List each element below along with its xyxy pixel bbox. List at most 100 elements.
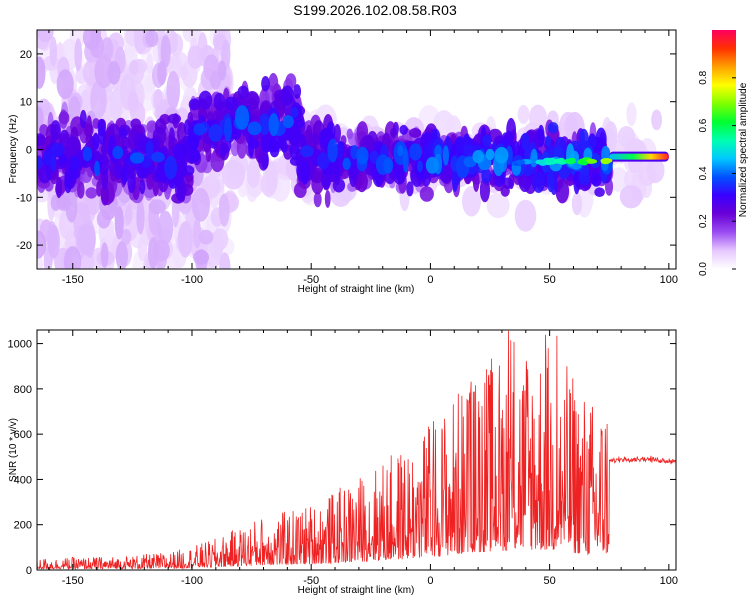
spectrogram-cell [101,143,107,157]
spectrogram-cell [283,124,293,141]
spectrogram-cell [63,246,82,269]
x-tick-label: 0 [427,575,433,587]
spectrogram-peak-spot [515,159,526,165]
spectrogram-cell [472,150,485,164]
spectrogram-cell [47,224,60,259]
spectrogram-cell [280,140,288,153]
spectrogram-cell [218,193,230,227]
spectrogram-cell [160,34,171,68]
spectrogram-cell [546,169,555,193]
x-tick-label: -150 [62,274,84,286]
spectrogram-cell [164,155,178,180]
spectrogram-cell [482,134,492,146]
spectrogram-cell [56,69,74,100]
spectrogram-cell [409,143,422,161]
x-tick-label: 50 [544,274,556,286]
spectrogram-cell [136,199,145,235]
spectrogram-cell [167,113,181,124]
spectrogram-cell [336,140,344,160]
spectrogram-cell [544,135,552,147]
x-tick-label: 100 [660,575,678,587]
y-tick-label: 20 [20,49,32,61]
spectrogram-cell [50,120,61,141]
spectrogram-cell [224,117,232,142]
spectrogram-cell [328,159,335,176]
spectrogram-cell [192,218,202,249]
snr-frame [36,329,677,571]
spectrogram-cell [55,176,63,199]
spectrogram-cell [537,124,545,147]
spectrogram-cell [409,128,422,138]
spectrogram-cell [74,38,82,72]
spectrogram-cell [64,173,72,194]
spectrogram-cell [505,145,513,165]
spectrogram-cell [555,179,570,204]
spectrogram-cell [247,121,262,136]
spectrogram-cell [121,228,132,245]
spectrogram-cell [334,155,340,181]
spectrogram-cell [300,161,310,185]
spectrogram-peak-spot [554,158,563,164]
x-tick-label: -150 [62,575,84,587]
spectrogram-cell [191,187,210,222]
spectrogram-cell [268,134,282,152]
x-tick-label: -50 [303,274,319,286]
colorbar-gradient [712,30,736,269]
x-tick-label: -50 [303,575,319,587]
x-tick-label: -100 [181,575,203,587]
spectrogram-cell [406,181,414,197]
spectrogram-peak-line [609,153,669,160]
spectrogram-cell [188,148,201,163]
spectrogram-cell [121,136,131,150]
spectrogram-cell [626,102,637,127]
spectrogram-cell [530,148,538,164]
spectrogram-cell [261,117,270,134]
colorbar-tick-label: 0.0 [698,262,709,276]
spectrogram-heatmap [37,30,669,269]
spectrogram-cell [265,161,278,195]
spectrogram-cell [119,128,128,139]
spectrogram-cell [485,148,495,161]
spectrogram-cell [532,171,546,194]
x-tick-label: 100 [660,274,678,286]
spectrogram-cell [182,30,202,43]
spectrogram-cell [590,172,602,187]
spectrogram-cell [94,160,100,177]
spectrogram-cell [193,249,210,265]
spectrogram-cell [402,148,409,173]
spectrogram-cell [77,223,96,256]
colorbar: 0.0 0.2 0.4 0.6 0.8 Normalized spectral ampl… [698,30,749,276]
spectrogram-cell [217,60,227,81]
spectrogram-cell [581,189,594,211]
spectrogram-cell [37,30,54,43]
spectrogram-cell [609,167,629,192]
spectrogram-cell [127,91,139,112]
spectrogram-peak-spot [567,157,576,163]
spectrogram-cell [58,111,70,125]
spectrogram-y-label: Frequency (Hz) [8,115,19,184]
spectrogram-cell [177,221,193,258]
spectrogram-cell [392,121,399,136]
y-tick-label: 200 [14,520,32,532]
spectrogram-cell [219,142,227,158]
spectrogram-cell [594,187,605,197]
spectrogram-cell [171,196,180,228]
spectrogram-cell [198,90,213,110]
spectrogram-cell [383,157,394,174]
spectrogram-cell [245,91,260,110]
spectrogram-cell [571,192,583,216]
spectrogram-cell [82,146,93,162]
y-tick-label: 600 [14,429,32,441]
spectrogram-cell [166,70,181,109]
spectrogram-cell [578,128,589,151]
spectrogram-cell [183,119,191,136]
spectrogram-cell [198,229,214,245]
spectrogram-cell [92,132,100,151]
spectrogram-cell [109,88,123,122]
colorbar-tick-label: 0.6 [698,118,709,132]
spectrogram-cell [115,241,128,269]
spectrogram-cell [317,152,330,170]
spectrogram-cell [130,118,142,130]
spectrogram-cell [187,45,204,69]
spectrogram-cell [37,133,46,147]
